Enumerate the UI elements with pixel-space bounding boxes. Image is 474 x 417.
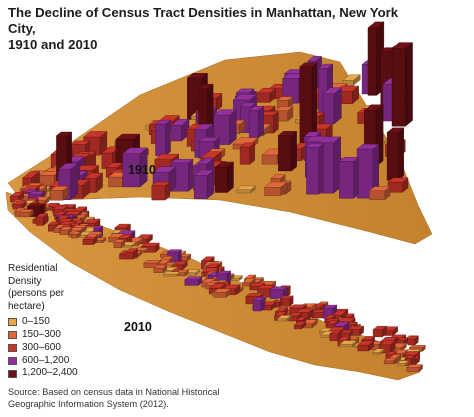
legend-label: 300–600 <box>22 341 61 353</box>
legend-item: 300–600 <box>8 342 118 355</box>
tract-block-2010 <box>379 340 396 354</box>
tract-block-2010 <box>213 288 232 298</box>
legend-label: 0–150 <box>22 316 50 328</box>
tract-block-1910 <box>276 96 294 109</box>
tract-block-2010 <box>252 296 266 312</box>
legend-title-line: hectare) <box>8 300 45 312</box>
tract-block-1910 <box>391 42 414 127</box>
tract-block-2010 <box>59 226 73 236</box>
tract-block-1910 <box>154 119 172 157</box>
tract-block-2010 <box>279 295 294 307</box>
legend-swatch <box>8 356 17 365</box>
legend-title-line: (persons per <box>8 288 65 299</box>
legend-swatch <box>8 318 17 327</box>
tract-block-2010 <box>339 329 354 338</box>
tract-block-1910 <box>122 147 148 188</box>
legend-swatch <box>8 369 17 378</box>
tract-block-1910 <box>299 62 318 144</box>
legend-item: 1,200–2,400 <box>8 367 118 380</box>
tract-block-2010 <box>371 348 385 355</box>
tract-block-1910 <box>248 105 265 139</box>
tract-block-2010 <box>70 231 82 239</box>
map-1910 <box>7 21 433 245</box>
tract-block-2010 <box>269 286 288 299</box>
page-title: The Decline of Census Tract Densities in… <box>8 5 428 53</box>
legend-label: 600–1,200 <box>22 354 70 366</box>
title-line-2: 1910 and 2010 <box>8 37 98 52</box>
source-line-2: Geographic Information System (2012). <box>8 398 169 409</box>
tract-block-1910 <box>239 142 256 165</box>
tract-block-2010 <box>397 360 410 367</box>
tract-block-2010 <box>407 335 419 346</box>
tract-block-1910 <box>322 87 342 125</box>
tract-block-2010 <box>82 236 98 246</box>
tract-block-1910 <box>368 186 391 201</box>
tract-block-1910 <box>263 181 288 196</box>
tract-block-1910 <box>214 161 235 193</box>
title-line-1: The Decline of Census Tract Densities in… <box>8 5 399 36</box>
tract-block-2010 <box>184 276 203 286</box>
legend-item: 0–150 <box>8 316 118 329</box>
tract-block-1910 <box>49 185 69 201</box>
tract-block-2010 <box>357 340 375 352</box>
tract-block-2010 <box>383 358 397 365</box>
legend-title: Residential Density (persons per hectare… <box>8 263 118 313</box>
tract-block-2010 <box>293 321 307 330</box>
tract-block-2010 <box>339 340 358 348</box>
legend-list: 0–150 150–300 300–600 600–1,200 1,200–2,… <box>8 316 118 380</box>
tract-block-2010 <box>124 248 139 260</box>
tract-block-2010 <box>276 314 292 322</box>
tract-block-1910 <box>305 142 325 195</box>
legend-item: 150–300 <box>8 329 118 342</box>
year-label-1910: 1910 <box>128 163 156 177</box>
tract-block-2010 <box>163 271 181 277</box>
source-note: Source: Based on census data in National… <box>8 387 268 410</box>
year-label-2010: 2010 <box>124 320 152 334</box>
tract-block-1910 <box>236 185 256 194</box>
tract-block-1910 <box>387 177 409 193</box>
legend-item: 600–1,200 <box>8 354 118 367</box>
tract-block-1910 <box>277 130 298 172</box>
legend-swatch <box>8 331 17 340</box>
tract-block-2010 <box>406 364 424 373</box>
legend: Residential Density (persons per hectare… <box>8 263 118 380</box>
tract-block-1910 <box>338 156 360 199</box>
legend-label: 150–300 <box>22 328 61 340</box>
legend-title-line: Residential <box>8 263 58 274</box>
legend-swatch <box>8 343 17 352</box>
tract-block-1910 <box>193 169 215 200</box>
tract-block-2010 <box>12 200 27 210</box>
map-2010 <box>5 189 426 381</box>
legend-label: 1,200–2,400 <box>22 367 78 379</box>
tract-block-1910 <box>342 74 361 86</box>
tract-block-2010 <box>35 213 49 226</box>
tract-block-2010 <box>329 330 342 342</box>
source-line-1: Source: Based on census data in National… <box>8 387 220 397</box>
tract-block-1910 <box>256 87 277 103</box>
tract-block-1910 <box>151 181 171 201</box>
legend-title-line: Density <box>8 275 42 287</box>
tract-block-1910 <box>386 127 405 181</box>
tract-block-2010 <box>372 325 388 338</box>
tract-block-2010 <box>113 239 126 249</box>
tract-block-2010 <box>18 209 34 218</box>
tract-block-2010 <box>153 264 168 274</box>
